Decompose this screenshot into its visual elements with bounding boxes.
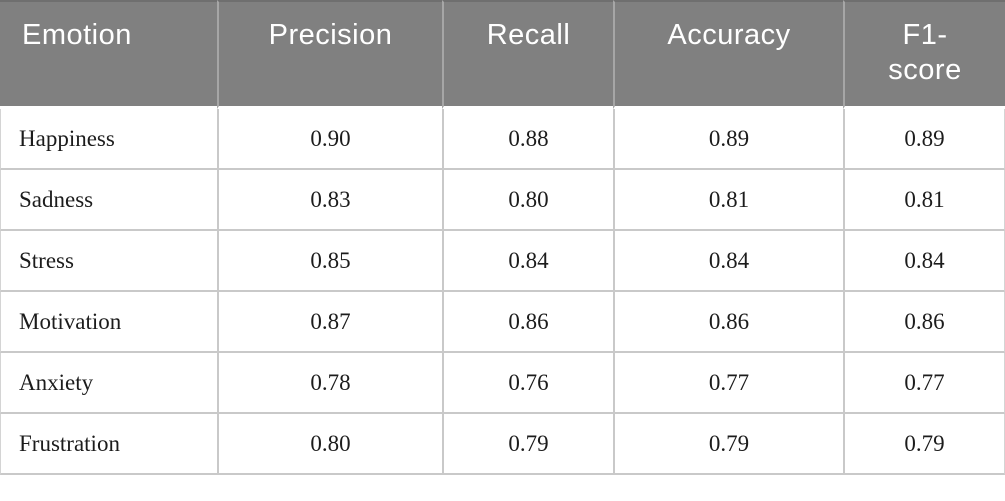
- cell-precision: 0.87: [217, 292, 442, 353]
- cell-accuracy: 0.79: [613, 414, 843, 475]
- column-header-f1-score: F1-score: [843, 0, 1005, 109]
- table-row-frustration: Frustration 0.80 0.79 0.79 0.79: [0, 414, 1005, 475]
- cell-emotion: Motivation: [0, 292, 217, 353]
- cell-recall: 0.76: [442, 353, 613, 414]
- cell-recall: 0.86: [442, 292, 613, 353]
- cell-precision: 0.83: [217, 170, 442, 231]
- cell-accuracy: 0.81: [613, 170, 843, 231]
- table-row-sadness: Sadness 0.83 0.80 0.81 0.81: [0, 170, 1005, 231]
- cell-recall: 0.80: [442, 170, 613, 231]
- cell-recall: 0.88: [442, 109, 613, 170]
- cell-accuracy: 0.77: [613, 353, 843, 414]
- cell-emotion: Sadness: [0, 170, 217, 231]
- cell-emotion: Frustration: [0, 414, 217, 475]
- cell-f1-score: 0.84: [843, 231, 1005, 292]
- column-header-accuracy: Accuracy: [613, 0, 843, 109]
- cell-precision: 0.80: [217, 414, 442, 475]
- cell-f1-score: 0.86: [843, 292, 1005, 353]
- table-row-happiness: Happiness 0.90 0.88 0.89 0.89: [0, 109, 1005, 170]
- column-header-precision: Precision: [217, 0, 442, 109]
- cell-f1-score: 0.79: [843, 414, 1005, 475]
- cell-f1-score: 0.89: [843, 109, 1005, 170]
- cell-recall: 0.84: [442, 231, 613, 292]
- cell-recall: 0.79: [442, 414, 613, 475]
- cell-accuracy: 0.84: [613, 231, 843, 292]
- column-header-emotion: Emotion: [0, 0, 217, 109]
- cell-f1-score: 0.81: [843, 170, 1005, 231]
- cell-f1-score: 0.77: [843, 353, 1005, 414]
- table-row-motivation: Motivation 0.87 0.86 0.86 0.86: [0, 292, 1005, 353]
- emotion-metrics-table: Emotion Precision Recall Accuracy F1-sco…: [0, 0, 1005, 475]
- cell-precision: 0.78: [217, 353, 442, 414]
- column-header-recall: Recall: [442, 0, 613, 109]
- cell-emotion: Stress: [0, 231, 217, 292]
- table-row-stress: Stress 0.85 0.84 0.84 0.84: [0, 231, 1005, 292]
- cell-accuracy: 0.86: [613, 292, 843, 353]
- table-header-row: Emotion Precision Recall Accuracy F1-sco…: [0, 0, 1005, 109]
- cell-precision: 0.90: [217, 109, 442, 170]
- table-row-anxiety: Anxiety 0.78 0.76 0.77 0.77: [0, 353, 1005, 414]
- cell-precision: 0.85: [217, 231, 442, 292]
- cell-emotion: Anxiety: [0, 353, 217, 414]
- cell-emotion: Happiness: [0, 109, 217, 170]
- cell-accuracy: 0.89: [613, 109, 843, 170]
